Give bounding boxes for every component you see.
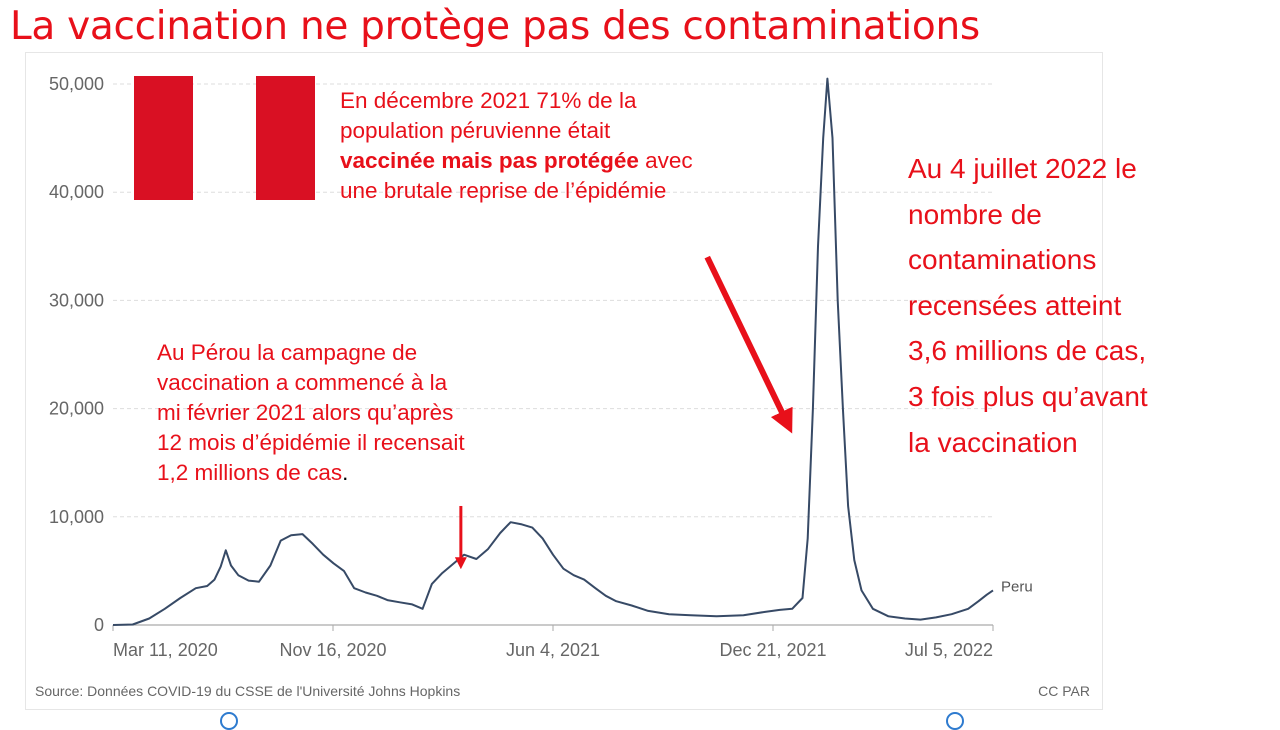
- note-july-line: 3 fois plus qu’avant: [908, 380, 1148, 412]
- note-february-line: 1,2 millions de cas.: [157, 458, 587, 488]
- peru-flag-stripe-right: [256, 76, 315, 200]
- note-february-line-text: 1,2 millions de cas: [157, 460, 343, 485]
- note-july-line: nombre de: [908, 198, 1042, 230]
- y-tick-label: 0: [94, 615, 104, 635]
- x-tick-label: Jun 4, 2021: [506, 640, 600, 660]
- footer-circle-icon: [946, 712, 964, 730]
- slide-title: La vaccination ne protège pas des contam…: [10, 4, 980, 49]
- chart-license: CC PAR: [1038, 683, 1090, 699]
- y-tick-label: 20,000: [49, 399, 104, 419]
- chart-source: Source: Données COVID-19 du CSSE de l'Un…: [35, 683, 461, 699]
- y-tick-label: 50,000: [49, 74, 104, 94]
- note-july-line: la vaccination: [908, 426, 1078, 458]
- note-july-line: 3,6 millions de cas,: [908, 335, 1147, 367]
- note-july-line: contaminations: [908, 244, 1097, 276]
- note-december-line: population péruvienne était: [340, 118, 611, 143]
- x-tick-label: Mar 11, 2020: [113, 640, 218, 660]
- y-tick-label: 30,000: [49, 290, 104, 310]
- series-label-peru: Peru: [1001, 578, 1033, 595]
- note-december-line: une brutale reprise de l’épidémie: [340, 178, 667, 203]
- note-december-line-rest: avec: [638, 148, 693, 173]
- peru-flag-stripe-left: [134, 76, 193, 200]
- note-february-period: .: [342, 460, 349, 485]
- note-february-2021: Au Pérou la campagne de vaccination a co…: [157, 338, 587, 488]
- note-july-2022: Au 4 juillet 2022 le nombre de contamina…: [908, 146, 1268, 465]
- x-tick-label: Nov 16, 2020: [279, 640, 386, 660]
- annotation-arrow-peak: [704, 255, 793, 434]
- x-tick-label: Jul 5, 2022: [905, 640, 993, 660]
- note-july-line: recensées atteint: [908, 289, 1122, 321]
- series-line-peru: [112, 77, 994, 626]
- note-february-line: Au Pérou la campagne de: [157, 340, 418, 365]
- note-december-line: vaccinée mais pas protégée avec: [340, 146, 800, 176]
- note-february-line: vaccination a commencé à la: [157, 370, 448, 395]
- y-tick-label: 10,000: [49, 507, 104, 527]
- note-december-2021: En décembre 2021 71% de la population pé…: [340, 86, 800, 206]
- note-december-emphasis: vaccinée mais pas protégée: [340, 148, 639, 173]
- chart-panel: [25, 52, 1103, 710]
- note-december-line: En décembre 2021 71% de la: [340, 88, 637, 113]
- y-tick-label: 40,000: [49, 182, 104, 202]
- note-february-line: mi février 2021 alors qu’après: [157, 400, 454, 425]
- footer-circle-icon: [220, 712, 238, 730]
- x-tick-label: Dec 21, 2021: [719, 640, 826, 660]
- note-july-line: Au 4 juillet 2022 le: [908, 153, 1137, 184]
- note-february-line: 12 mois d’épidémie il recensait: [157, 430, 465, 455]
